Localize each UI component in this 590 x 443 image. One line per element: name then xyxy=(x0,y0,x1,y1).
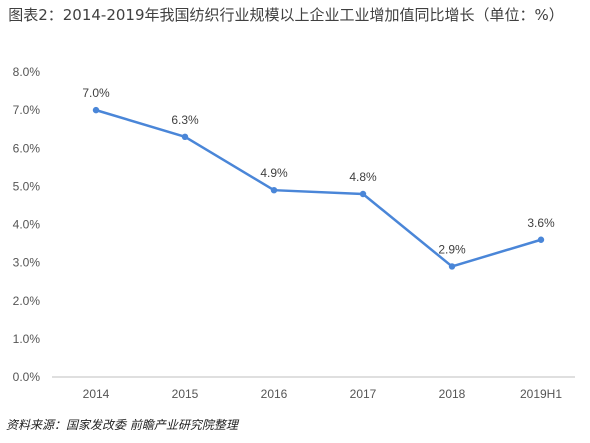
y-tick-label: 8.0% xyxy=(13,65,41,79)
y-tick-label: 7.0% xyxy=(13,103,41,117)
data-label: 4.9% xyxy=(260,166,288,180)
y-tick-label: 2.0% xyxy=(13,294,41,308)
data-label: 2.9% xyxy=(438,242,466,256)
x-tick-label: 2015 xyxy=(172,387,199,401)
data-point xyxy=(181,133,189,141)
data-points xyxy=(92,106,545,270)
y-tick-label: 5.0% xyxy=(13,179,41,193)
data-labels: 7.0% 6.3% 4.9% 4.8% 2.9% 3.6% xyxy=(82,86,555,256)
x-tick-label: 2016 xyxy=(261,387,288,401)
data-point xyxy=(448,263,456,270)
x-tick-label: 2019H1 xyxy=(520,387,562,401)
y-tick-label: 1.0% xyxy=(13,332,41,346)
x-tick-label: 2017 xyxy=(350,387,377,401)
y-tick-label: 0.0% xyxy=(13,370,41,384)
data-label: 6.3% xyxy=(171,113,199,127)
source-note: 资料来源：国家发改委 前瞻产业研究院整理 xyxy=(6,418,238,432)
data-label: 7.0% xyxy=(82,86,110,100)
x-axis-ticks: 2014 2015 2016 2017 2018 2019H1 xyxy=(83,387,563,401)
series-line xyxy=(95,108,542,268)
data-point xyxy=(537,236,545,243)
y-axis-ticks: 0.0% 1.0% 2.0% 3.0% 4.0% 5.0% 6.0% 7.0% 8.0% xyxy=(13,65,41,384)
data-label: 3.6% xyxy=(527,216,555,230)
y-tick-label: 4.0% xyxy=(13,218,41,232)
data-label: 4.8% xyxy=(349,170,377,184)
data-point xyxy=(359,190,367,198)
chart-title: 图表2：2014-2019年我国纺织行业规模以上企业工业增加值同比增长（单位：%… xyxy=(8,6,564,24)
x-tick-label: 2018 xyxy=(439,387,466,401)
data-point xyxy=(270,186,278,194)
y-tick-label: 6.0% xyxy=(13,141,41,155)
data-point xyxy=(92,106,100,114)
y-tick-label: 3.0% xyxy=(13,256,41,270)
x-tick-label: 2014 xyxy=(83,387,110,401)
